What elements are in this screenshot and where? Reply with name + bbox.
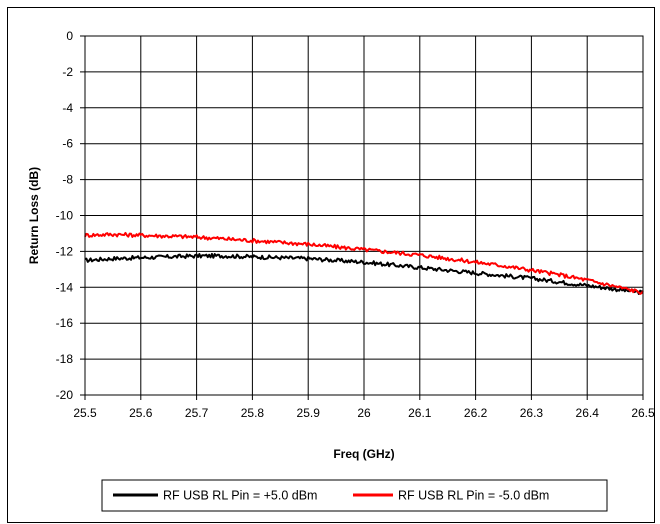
x-axis-label: Freq (GHz) (333, 447, 394, 461)
y-tick-label: -20 (56, 388, 74, 402)
x-tick-label: 26.3 (520, 406, 544, 420)
y-tick-label: -18 (56, 352, 74, 366)
y-tick-label: -4 (62, 101, 73, 115)
y-tick-label: -8 (62, 173, 73, 187)
x-tick-label: 25.9 (297, 406, 321, 420)
y-tick-label: -2 (62, 65, 73, 79)
y-tick-label: -14 (56, 280, 74, 294)
x-tick-label: 26.1 (408, 406, 432, 420)
legend-label-series-2: RF USB RL Pin = -5.0 dBm (398, 489, 549, 503)
y-tick-label: -10 (56, 209, 74, 223)
x-tick-label: 26.2 (464, 406, 488, 420)
y-tick-label: -6 (62, 137, 73, 151)
y-axis-label: Return Loss (dB) (27, 167, 41, 264)
series-line-1 (84, 252, 644, 295)
series-line-2 (84, 231, 644, 295)
x-tick-label: 25.8 (241, 406, 265, 420)
x-tick-label: 25.7 (185, 406, 209, 420)
y-tick-label: -16 (56, 316, 74, 330)
legend: RF USB RL Pin = +5.0 dBm RF USB RL Pin =… (101, 479, 608, 512)
x-tick-label: 26 (357, 406, 371, 420)
series-group (84, 231, 644, 295)
y-tick-label: 0 (66, 29, 73, 43)
x-tick-label: 25.6 (129, 406, 153, 420)
y-tick-label: -12 (56, 244, 74, 258)
x-tick-label: 26.5 (631, 406, 655, 420)
legend-label-series-1: RF USB RL Pin = +5.0 dBm (163, 489, 317, 503)
x-tick-label: 25.5 (73, 406, 97, 420)
x-tick-label: 26.4 (576, 406, 600, 420)
plot-area-border (84, 35, 644, 396)
chart-outer-border (7, 7, 655, 523)
tick-labels: 25.5 25.6 25.7 25.8 25.9 26 26.1 26.2 26.3 26.4 26… (56, 29, 655, 420)
